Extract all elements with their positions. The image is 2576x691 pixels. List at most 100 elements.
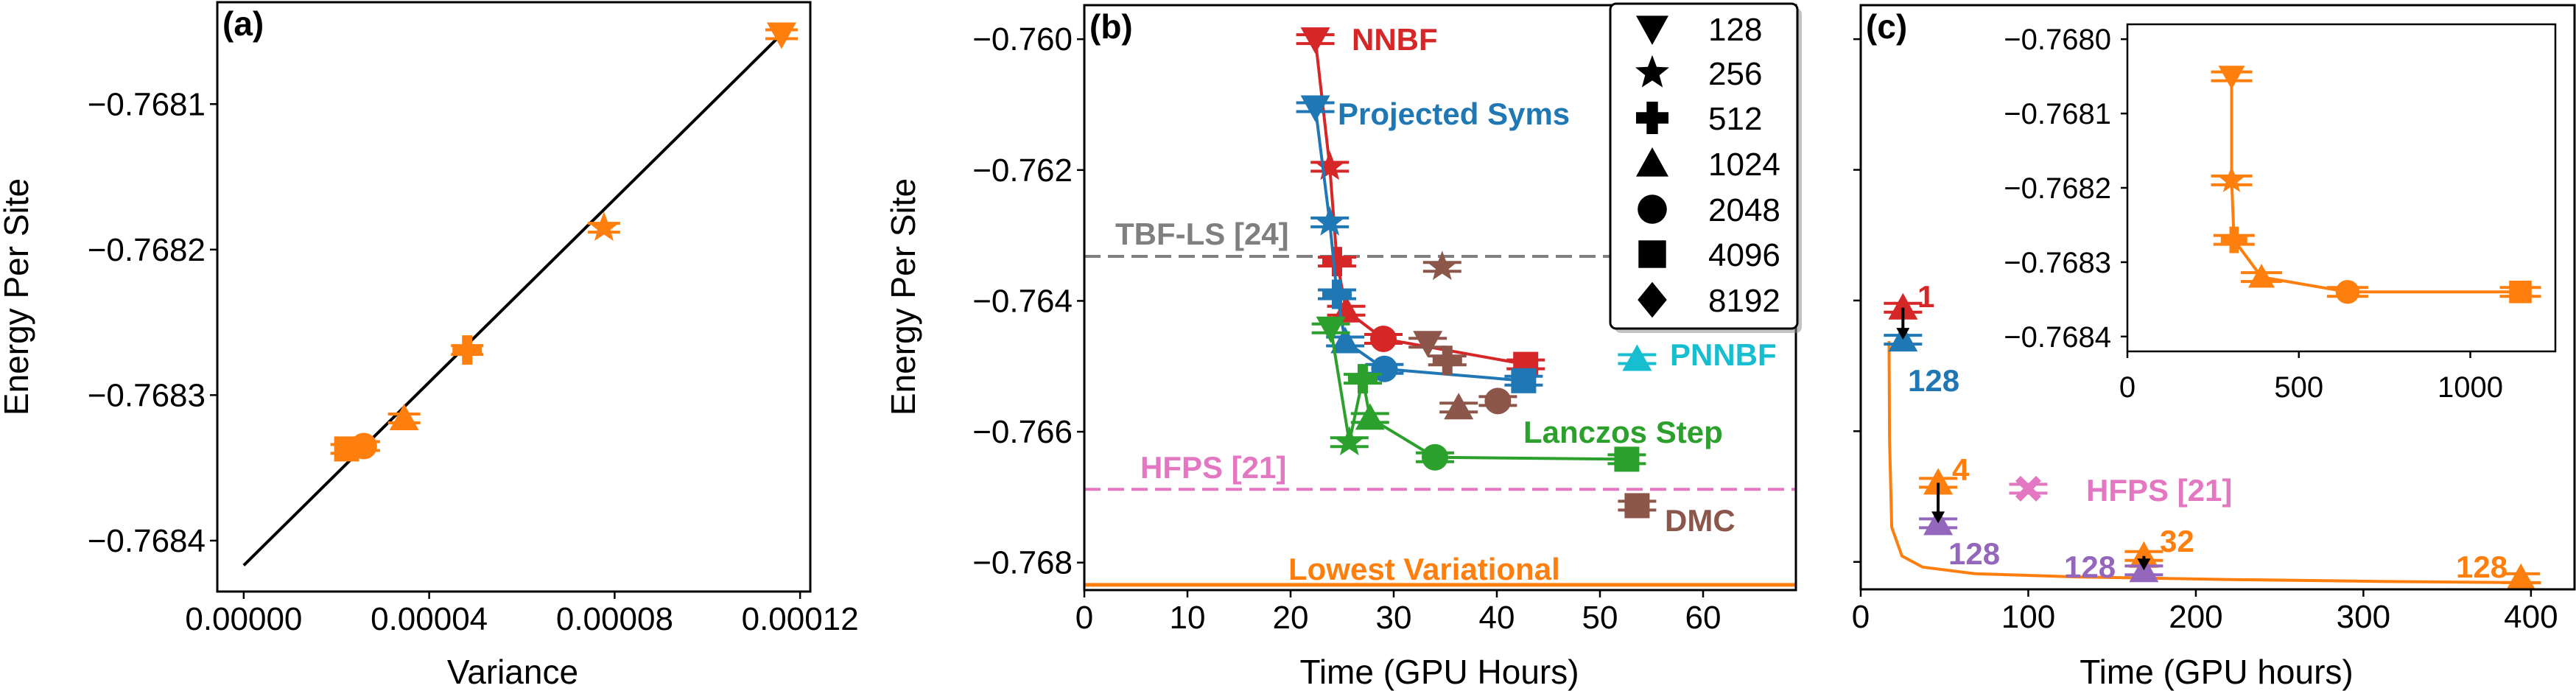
data-point-1024 [1331, 295, 1361, 323]
data-point [2129, 541, 2159, 568]
inset-x-tick-label: 0 [2119, 371, 2135, 404]
series-label: Lanczos Step [1523, 415, 1723, 449]
data-point-1024 [1622, 344, 1652, 371]
series-line [1329, 328, 1627, 461]
plot-frame [1859, 4, 2576, 591]
plot-frame [216, 1, 812, 593]
x-axis-label: Time (GPU hours) [2080, 653, 2353, 691]
x-tick-label: 100 [2001, 599, 2055, 635]
data-point-2048 [350, 432, 377, 460]
data-point [1888, 292, 1918, 320]
legend-marker-2048 [1638, 194, 1667, 224]
inset-point-1024 [2248, 264, 2275, 288]
point-label: 128 [2064, 550, 2116, 584]
arrow [1931, 483, 1945, 524]
legend-entry: 128 [1708, 12, 1762, 48]
arrow [2137, 555, 2151, 571]
data-point-1024 [389, 403, 419, 430]
data-point-1024 [1330, 326, 1361, 354]
point-label: 128 [1908, 363, 1959, 398]
data-point-512 [452, 335, 482, 365]
x-tick-label: 400 [2504, 599, 2558, 635]
data-point-128 [1300, 95, 1330, 122]
legend-entry: 1024 [1708, 147, 1780, 183]
legend: 128 256 512 1024 2048 4096 8192 [1609, 2, 1802, 333]
data-point-2048 [1484, 387, 1512, 415]
data-point-256 [1333, 426, 1365, 456]
inset-point-128 [2218, 66, 2245, 90]
y-tick-label: −0.766 [972, 414, 1073, 450]
inset-background [2127, 24, 2555, 351]
legend-entry: 4096 [1708, 237, 1780, 273]
inset-x-tick-label: 500 [2274, 371, 2323, 404]
data-point-2048 [1422, 443, 1448, 471]
data-point-256 [589, 211, 620, 241]
inset-y-tick-label: −0.7681 [2004, 98, 2111, 130]
point-label: 128 [2456, 550, 2507, 584]
inset: 0 500 1000 −0.7680 −0.7681 −0.7682 −0.7683 −0.7… [2004, 23, 2557, 404]
x-tick-label: 0.00012 [742, 601, 859, 637]
legend-entry: 512 [1708, 101, 1762, 137]
data-point-4096 [1511, 368, 1537, 393]
legend-marker-4096 [1638, 240, 1666, 268]
inset-x-tick-label: 1000 [2438, 371, 2503, 404]
data-point-128 [1316, 316, 1346, 343]
x-tick-label: 300 [2337, 599, 2390, 635]
y-tick-label: −0.764 [972, 283, 1073, 319]
data-point-4096 [1614, 446, 1640, 472]
legend-entry: 256 [1708, 56, 1762, 92]
inset-point-2048 [2335, 280, 2360, 304]
point-label: 128 [1948, 536, 2000, 571]
inset-y-tick-label: −0.7680 [2004, 24, 2111, 56]
inset-point-512 [2220, 226, 2247, 253]
y-tick-label: −0.762 [972, 152, 1073, 189]
reference-line-label: TBF-LS [24] [1115, 217, 1289, 251]
x-axis-label: Time (GPU Hours) [1299, 653, 1579, 691]
x-tick-label: 200 [2169, 599, 2222, 635]
y-tick-label: −0.768 [972, 545, 1073, 581]
data-point [2015, 475, 2041, 502]
data-point [1923, 468, 1954, 495]
panel-label: (b) [1089, 7, 1133, 46]
point-label: HFPS [21] [2086, 473, 2232, 508]
y-axis-label: Energy Per Site [0, 178, 35, 415]
data-point [2506, 563, 2536, 590]
arrow [1896, 307, 1910, 340]
inset-point-4096 [2509, 280, 2532, 304]
x-tick-label: 60 [1685, 600, 1722, 636]
y-tick-label: −0.7681 [88, 86, 206, 122]
y-tick-label: −0.760 [972, 21, 1073, 57]
x-tick-label: 0 [1852, 599, 1870, 635]
x-tick-label: 10 [1170, 600, 1206, 636]
x-tick-label: 50 [1582, 600, 1618, 636]
data-point-128 [766, 22, 796, 49]
data-point-2048 [1370, 325, 1397, 352]
data-point-128 [1413, 331, 1443, 358]
panel-label: (a) [222, 4, 264, 43]
data-point-512 [1348, 364, 1378, 394]
inset-y-tick-label: −0.7682 [2004, 172, 2111, 205]
data-point-1024 [1444, 393, 1474, 420]
data-point-512 [1322, 279, 1352, 309]
point-label: 1 [1917, 279, 1934, 314]
x-tick-label: 40 [1479, 600, 1515, 636]
inset-line [2230, 76, 2521, 294]
y-axis-label: Energy Per Site [884, 178, 922, 415]
point-label: 32 [2160, 524, 2194, 558]
reference-line-label: Lowest Variational [1288, 552, 1560, 586]
reference-line-label: HFPS [21] [1140, 450, 1286, 485]
x-tick-label: 0.00000 [185, 601, 302, 637]
panel-b: NNBF Projected Syms Lanczos Step DMC PNNBF TB… [884, 2, 1802, 691]
data-point-512 [1432, 346, 1462, 376]
y-tick-label: −0.7683 [88, 377, 206, 413]
x-tick-label: 20 [1273, 600, 1309, 636]
series-label: NNBF [1352, 22, 1438, 57]
point-label: 4 [1952, 452, 1970, 487]
panel-a: 0.00000 0.00004 0.00008 0.00012 −0.7681 −0.76… [0, 1, 859, 691]
legend-marker-512 [1636, 102, 1668, 134]
x-tick-label: 0.00004 [371, 601, 488, 637]
legend-marker-8192 [1638, 281, 1667, 318]
y-tick-label: −0.7682 [88, 232, 206, 268]
data-point-256 [1314, 206, 1346, 236]
